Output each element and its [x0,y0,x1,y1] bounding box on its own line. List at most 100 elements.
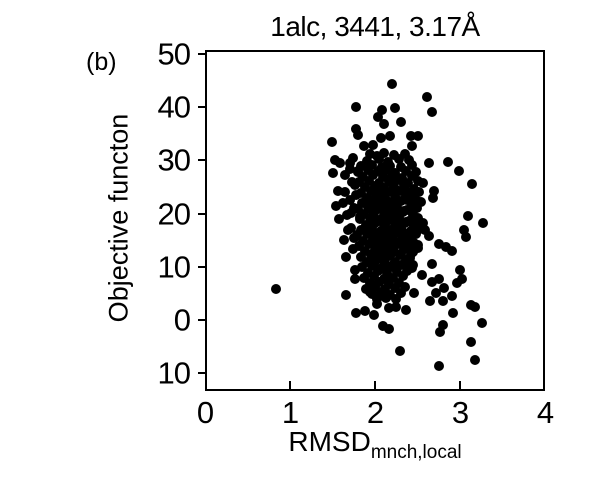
data-point [402,265,413,276]
data-point [459,224,470,235]
data-point [394,185,405,196]
y-tick-label: 0 [173,302,191,338]
data-point [446,246,457,257]
data-point [406,141,417,152]
data-point [368,205,379,216]
data-point [370,237,380,248]
data-point [455,265,465,276]
data-point [456,273,467,284]
data-point [345,157,356,168]
data-point [356,161,367,172]
data-point [395,288,406,299]
data-point [409,288,420,299]
data-point [402,195,413,206]
data-point [387,226,398,237]
data-point [358,171,369,182]
data-point [381,268,392,279]
y-tick-mark [198,106,205,108]
data-point [407,160,418,171]
data-point [366,159,377,170]
data-point [426,259,437,270]
x-axis-label-subscript: mnch,local [370,442,462,463]
data-point [370,216,381,227]
data-point [384,187,395,198]
data-point [355,251,366,262]
data-point [358,209,369,220]
data-point [423,157,434,168]
data-point [395,161,406,172]
data-point [353,203,363,214]
data-point [427,192,438,203]
data-point [409,185,420,196]
data-point [375,133,386,144]
data-point [426,276,437,287]
data-point [396,248,407,259]
data-point [326,136,337,147]
data-point [391,216,402,227]
data-point [408,259,419,270]
data-point [431,288,442,299]
y-tick-mark [198,265,205,268]
data-point [470,355,481,366]
data-point [425,295,436,306]
data-point [340,169,351,180]
data-point [398,259,409,270]
data-point [363,202,374,213]
data-point [417,178,428,189]
data-point [366,248,377,259]
data-point [379,259,390,270]
data-point [420,225,431,236]
data-point [438,319,448,330]
data-point [372,112,383,123]
data-point [448,308,459,319]
data-point [407,227,418,238]
data-point [388,150,399,161]
data-point [391,302,402,313]
x-tick-mark [459,381,461,389]
data-point [328,168,339,179]
data-point [406,170,417,181]
data-point [372,166,383,177]
x-axis-label-main: RMSD [288,426,371,457]
y-tick-label: 20 [157,196,191,232]
data-point [387,248,397,258]
data-point [393,153,404,164]
data-point [347,153,358,164]
data-point [341,289,352,300]
data-point [353,241,364,252]
data-point [377,227,388,238]
data-point [433,238,444,249]
data-point [381,164,392,175]
data-point [369,258,380,269]
y-tick-label: 30 [157,142,191,178]
data-point [447,290,458,301]
data-point [354,214,365,225]
data-point [372,266,383,277]
data-point [379,119,390,130]
data-point [364,239,375,250]
y-tick-mark [198,159,205,162]
data-point [383,324,394,335]
data-point [335,157,346,168]
data-point [371,294,382,305]
data-point [380,238,391,249]
data-point [359,182,370,193]
data-point [347,177,358,188]
data-point [394,346,405,357]
data-point [377,172,388,183]
data-point [392,267,403,278]
data-point [438,283,449,294]
data-point [351,124,362,135]
data-point [337,198,348,209]
data-point [367,227,378,238]
data-point [414,186,425,197]
data-point [351,307,362,318]
data-point [418,218,429,229]
data-point [441,241,452,252]
data-point [434,326,445,337]
x-tick-label: 1 [281,395,299,430]
data-point [477,218,488,229]
data-point [428,186,439,197]
data-point [344,194,355,205]
data-point [349,265,360,276]
